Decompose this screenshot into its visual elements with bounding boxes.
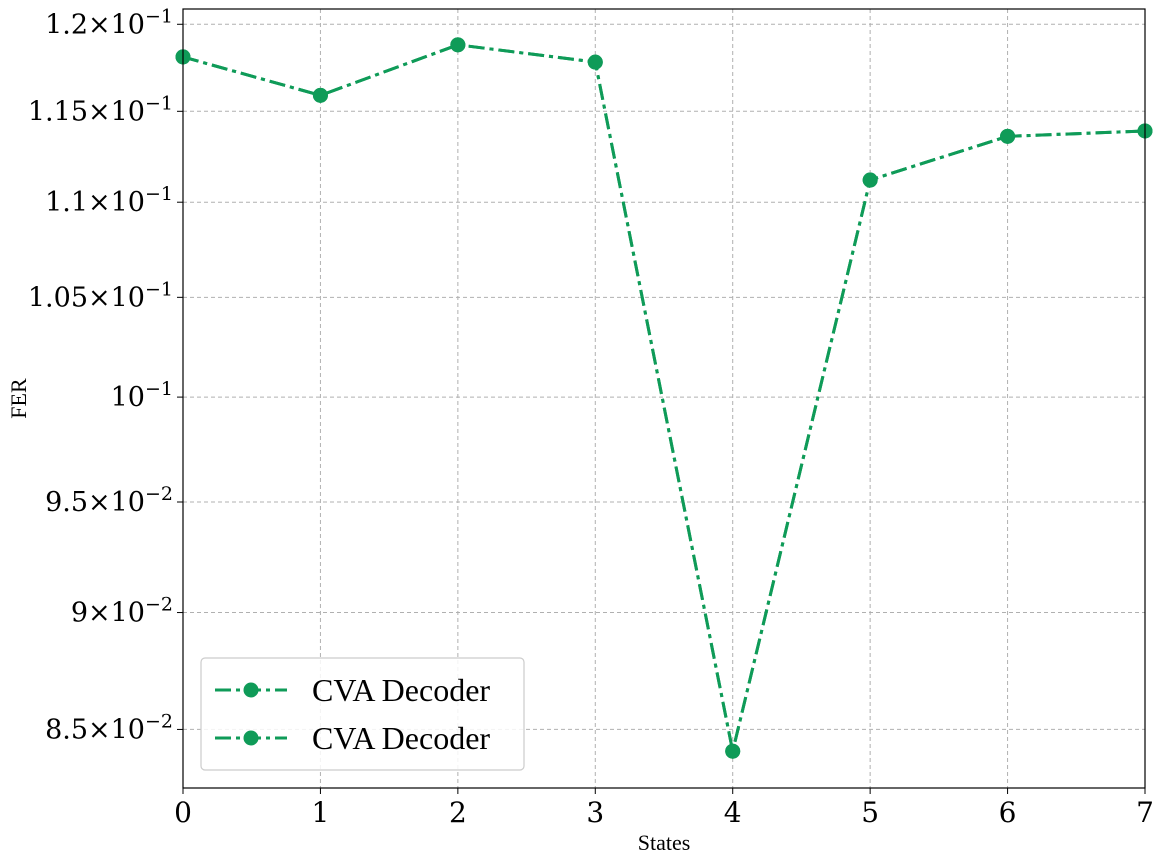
- y-tick-label: 9×10−2: [71, 594, 173, 629]
- x-tick-label: 2: [449, 796, 467, 829]
- data-point: [450, 37, 466, 53]
- series-line: [182, 43, 1146, 753]
- x-tick-label: 5: [861, 796, 879, 829]
- y-tick-label: 9.5×10−2: [45, 483, 173, 518]
- x-tick-label: 0: [174, 796, 192, 829]
- y-tick-label: 1.05×10−1: [28, 278, 173, 313]
- data-point: [1000, 128, 1016, 144]
- tick-layer: 0 1 2 3 4 5 6 7 8.5×10−2 9×10−2 9.5×10−2 10−1 1.05×1…: [28, 5, 1154, 829]
- legend-label: CVA Decoder: [312, 672, 490, 708]
- x-tick-label: 6: [999, 796, 1017, 829]
- legend-label: CVA Decoder: [312, 720, 490, 756]
- x-tick-label: 7: [1136, 796, 1154, 829]
- x-tick-label: 1: [312, 796, 330, 829]
- data-point: [587, 54, 603, 70]
- legend: CVA Decoder CVA Decoder: [200, 657, 525, 771]
- data-point: [312, 87, 328, 103]
- legend-box: [200, 657, 525, 771]
- legend-marker: [243, 730, 259, 746]
- legend-entry: CVA Decoder: [215, 720, 490, 756]
- data-point: [725, 743, 741, 759]
- plot-frame: [182, 8, 1146, 789]
- series-2: [175, 37, 1153, 759]
- x-tick-label: 4: [724, 796, 742, 829]
- x-tick-label: 3: [586, 796, 604, 829]
- x-axis-label: States: [638, 830, 691, 855]
- y-tick-label: 10−1: [111, 378, 173, 413]
- series-line: [182, 43, 1146, 753]
- y-tick-label: 1.15×10−1: [28, 92, 173, 127]
- y-tick-label: 1.2×10−1: [45, 5, 173, 40]
- legend-marker: [243, 682, 259, 698]
- legend-entry: CVA Decoder: [215, 672, 490, 708]
- y-tick-label: 1.1×10−1: [45, 183, 173, 218]
- y-axis-label: FER: [6, 378, 31, 419]
- y-tick-label: 8.5×10−2: [45, 710, 173, 745]
- data-point: [862, 172, 878, 188]
- series-1: [175, 37, 1153, 759]
- series-layer: [175, 37, 1153, 759]
